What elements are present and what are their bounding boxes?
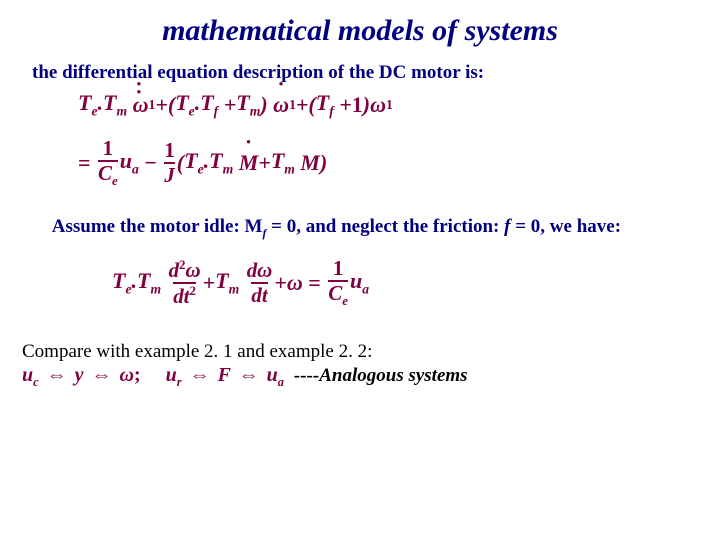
frac-dw: dω dt [247,260,273,306]
term-TeTm3: Te.Tm [112,268,161,297]
equals2: = [308,270,321,296]
rp2: ) [363,94,370,116]
one: 1 [352,94,363,116]
frac-1-Ce: 1 Ce [98,138,118,188]
frac-d2w: d2ω dt2 [169,259,201,307]
term-Tf: Tf [316,92,334,118]
analogy-expr: uc ⇔ y ⇔ ω; ur ⇔ F ⇔ ua [22,364,284,390]
plus5: + [258,152,271,174]
term-TeTm: Te.Tm [78,92,127,118]
analogous-label: ----Analogous systems [284,365,468,387]
plus2: + [224,94,237,116]
term-TeTm2: Te.Tm [184,150,233,176]
equation-1-line-2: = 1 Ce ua − 1 J (Te.Tm M +Tm M ) [78,138,720,188]
assume-text: Assume the motor idle: Mf = 0, and negle… [0,200,720,244]
term-ua2: ua [350,268,369,297]
term-ua: ua [120,150,139,176]
M-dot: M [239,152,259,174]
plus4: + [339,94,352,116]
sub-1: 1 [149,98,156,112]
minus: − [144,152,157,174]
term-TeTf: Te.Tf [175,92,218,118]
bottom-row: uc ⇔ y ⇔ ω; ur ⇔ F ⇔ ua ----Analogous sy… [0,364,720,390]
equation-1-line-1: Te.Tm ω1 + (Te.Tf + Tm ) ω1 + (Tf +1)ω1 [78,92,720,118]
rp3: ) [320,152,327,174]
sub-1c: 1 [386,98,393,112]
lp3: ( [177,152,184,174]
equation-2: Te.Tm d2ω dt2 +Tm dω dt +ω = 1 Ce ua [0,244,720,330]
plus: + [155,94,168,116]
sub-1b: 1 [289,98,296,112]
omega-plain: ω [370,94,386,116]
omega-dot: ω [273,94,289,116]
term-Tm3: Tm [215,268,239,297]
compare-text: Compare with example 2. 1 and example 2.… [0,330,430,365]
term-Tm2: Tm [271,150,295,176]
slide-title: mathematical models of systems [0,0,720,58]
rp: ) [260,94,267,116]
omega-ddot: ω [133,94,149,116]
lp2: ( [308,94,315,116]
frac-1-J: 1 J [164,140,174,186]
intro-text: the differential equation description of… [0,58,720,92]
frac-1-Ce2: 1 Ce [328,258,348,308]
equation-1: Te.Tm ω1 + (Te.Tf + Tm ) ω1 + (Tf +1)ω1 … [0,92,720,188]
plus6: + [203,270,216,296]
M-plain: M [300,152,320,174]
plus3: + [296,94,309,116]
term-Tm: Tm [236,92,260,118]
plus7: + [274,270,287,296]
omega2: ω [287,270,303,296]
equals: = [78,152,91,174]
lp: ( [168,94,175,116]
